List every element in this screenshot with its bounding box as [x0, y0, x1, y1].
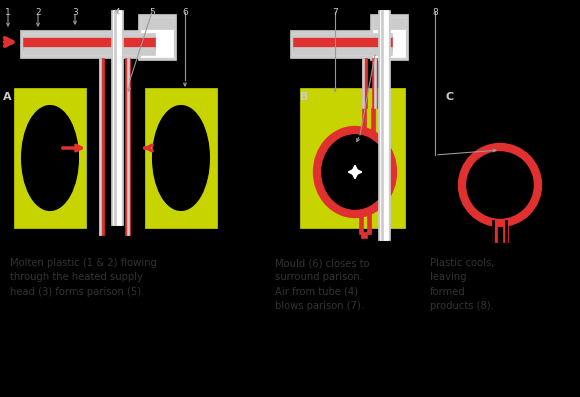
Text: 7: 7 [332, 8, 338, 17]
Ellipse shape [317, 130, 393, 214]
Text: C: C [445, 92, 453, 102]
Text: Molten plastic (1 & 2) flowing
through the heated supply
head (3) forms parison : Molten plastic (1 & 2) flowing through t… [10, 258, 157, 297]
Bar [23, 36, 155, 50]
Bar [23, 47, 155, 55]
Ellipse shape [315, 128, 395, 216]
Text: 6: 6 [182, 8, 188, 17]
Bar [290, 30, 395, 58]
Bar [362, 108, 366, 132]
Bar [505, 220, 507, 242]
Bar [125, 58, 130, 235]
Bar [380, 10, 388, 240]
Ellipse shape [22, 106, 78, 210]
Bar [367, 212, 371, 234]
Bar [370, 14, 408, 60]
Bar [99, 58, 104, 235]
Bar [293, 33, 392, 55]
Bar [359, 212, 363, 234]
Bar [374, 58, 376, 108]
Ellipse shape [153, 106, 209, 210]
Text: 1: 1 [5, 8, 11, 17]
Bar [372, 58, 377, 108]
Bar [503, 220, 508, 242]
Bar [492, 220, 494, 242]
Bar [23, 33, 155, 37]
Text: 8: 8 [432, 8, 438, 17]
Bar [127, 58, 129, 235]
Bar [300, 88, 405, 228]
Bar [111, 10, 123, 225]
Bar [373, 17, 405, 29]
Text: Mould (6) closes to
surround parison.
Air from tube (4)
blows parison (7).: Mould (6) closes to surround parison. Ai… [275, 258, 369, 311]
Bar [14, 88, 86, 228]
Bar [23, 33, 155, 55]
Bar [378, 10, 390, 240]
Bar [293, 33, 392, 37]
Ellipse shape [462, 147, 538, 223]
Bar [138, 14, 176, 60]
Bar [492, 220, 497, 242]
Text: B: B [300, 92, 309, 102]
Bar [141, 17, 173, 57]
Text: 3: 3 [72, 8, 78, 17]
Text: 2: 2 [35, 8, 41, 17]
Bar [373, 17, 405, 57]
Bar [113, 10, 121, 225]
Bar [362, 58, 364, 108]
Bar [141, 17, 173, 29]
Bar [381, 10, 383, 240]
Text: 4: 4 [114, 8, 120, 17]
Bar [293, 36, 392, 50]
Bar [114, 10, 116, 225]
Bar [20, 30, 158, 58]
Bar [145, 88, 217, 228]
Bar [361, 232, 367, 238]
Text: A: A [3, 92, 12, 102]
Bar [293, 47, 392, 55]
Bar [362, 58, 367, 108]
Text: Plastic cools,
leaving
formed
products (8).: Plastic cools, leaving formed products (… [430, 258, 494, 311]
Bar [371, 108, 375, 132]
Text: 5: 5 [149, 8, 155, 17]
Bar [99, 58, 101, 235]
